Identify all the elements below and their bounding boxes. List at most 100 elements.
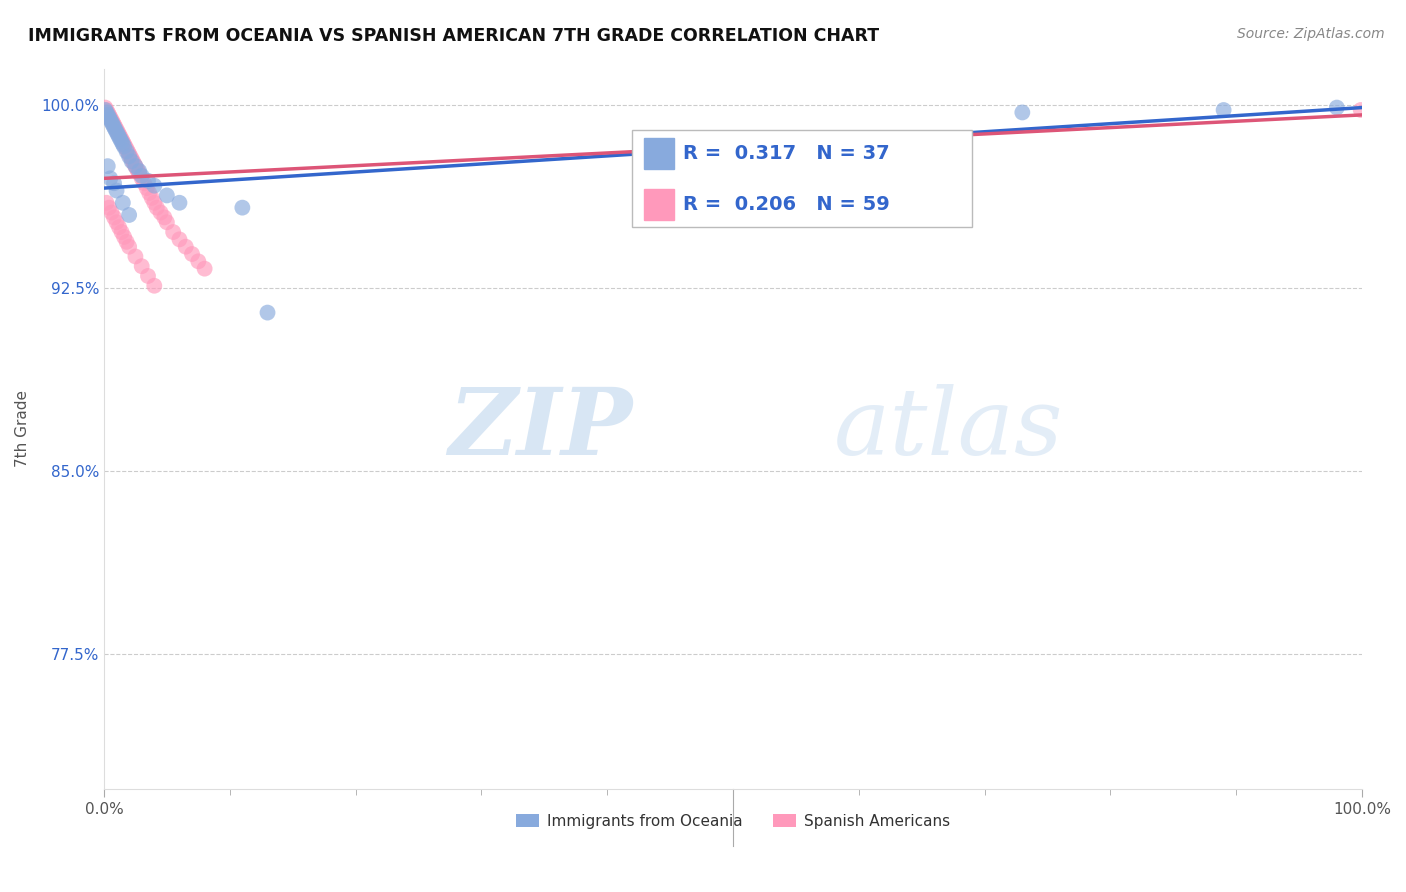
Point	[111, 195, 134, 210]
Text: Source: ZipAtlas.com: Source: ZipAtlas.com	[1237, 27, 1385, 41]
Point	[149, 205, 172, 219]
Point	[104, 120, 127, 134]
Point	[146, 201, 169, 215]
Point	[107, 125, 129, 139]
Point	[187, 254, 209, 268]
Point	[169, 195, 191, 210]
Point	[97, 105, 120, 120]
Point	[112, 230, 135, 244]
Point	[98, 108, 121, 122]
Point	[98, 171, 121, 186]
Point	[94, 101, 117, 115]
Point	[143, 195, 166, 210]
Point	[124, 159, 146, 173]
Point	[231, 201, 253, 215]
Point	[100, 115, 122, 129]
Point	[117, 145, 139, 159]
Point	[174, 240, 197, 254]
Point	[108, 220, 131, 235]
Point	[100, 112, 122, 127]
Point	[162, 225, 184, 239]
Point	[118, 240, 141, 254]
Point	[138, 186, 160, 200]
Point	[118, 147, 141, 161]
Point	[181, 247, 204, 261]
Point	[136, 268, 159, 283]
Point	[153, 211, 176, 225]
Point	[98, 111, 121, 125]
Point	[1350, 103, 1372, 117]
Point	[105, 184, 128, 198]
Point	[107, 128, 129, 142]
Point	[110, 225, 132, 239]
Point	[98, 201, 121, 215]
Point	[110, 132, 132, 146]
Point	[105, 215, 128, 229]
Point	[94, 103, 117, 117]
Point	[124, 250, 146, 264]
Point	[1326, 101, 1348, 115]
Point	[98, 112, 121, 127]
Point	[121, 154, 143, 169]
Text: R =  0.317   N = 37: R = 0.317 N = 37	[683, 144, 889, 163]
Point	[136, 174, 159, 188]
Point	[108, 128, 131, 142]
Point	[127, 164, 149, 178]
Point	[96, 195, 118, 210]
Point	[112, 137, 135, 152]
Point	[131, 169, 153, 183]
Text: ZIP: ZIP	[449, 384, 633, 474]
Point	[111, 137, 134, 152]
Point	[103, 118, 125, 132]
Point	[98, 111, 121, 125]
Point	[131, 259, 153, 273]
Point	[194, 261, 217, 276]
Point	[156, 215, 179, 229]
Point	[134, 176, 156, 190]
Legend: Immigrants from Oceania, Spanish Americans: Immigrants from Oceania, Spanish America…	[510, 807, 956, 835]
Point	[111, 135, 134, 149]
Point	[118, 208, 141, 222]
Point	[120, 149, 142, 163]
Point	[96, 105, 118, 120]
Point	[103, 176, 125, 190]
Point	[169, 232, 191, 246]
Y-axis label: 7th Grade: 7th Grade	[15, 390, 30, 467]
Point	[115, 235, 138, 249]
FancyBboxPatch shape	[633, 129, 972, 227]
Point	[135, 181, 157, 195]
Point	[110, 129, 132, 144]
Text: atlas: atlas	[834, 384, 1063, 474]
Text: R =  0.206   N = 59: R = 0.206 N = 59	[683, 195, 890, 214]
Point	[101, 115, 124, 129]
Point	[104, 122, 127, 136]
Point	[122, 154, 145, 169]
Point	[141, 191, 163, 205]
Point	[128, 164, 150, 178]
Point	[97, 159, 120, 173]
Point	[101, 118, 124, 132]
Point	[97, 108, 120, 122]
Point	[100, 205, 122, 219]
FancyBboxPatch shape	[644, 137, 673, 169]
Point	[105, 125, 128, 139]
Point	[125, 161, 148, 176]
Point	[1011, 105, 1033, 120]
Point	[115, 142, 138, 156]
FancyBboxPatch shape	[644, 189, 673, 220]
Point	[110, 135, 132, 149]
Point	[143, 278, 166, 293]
Point	[103, 211, 125, 225]
Point	[118, 149, 141, 163]
Point	[114, 139, 136, 153]
Point	[124, 159, 146, 173]
Point	[256, 305, 278, 319]
Point	[110, 132, 132, 146]
Point	[96, 103, 118, 117]
Point	[112, 139, 135, 153]
Point	[156, 188, 179, 202]
Point	[115, 145, 138, 159]
Point	[131, 171, 153, 186]
Point	[108, 129, 131, 144]
Point	[105, 122, 128, 136]
